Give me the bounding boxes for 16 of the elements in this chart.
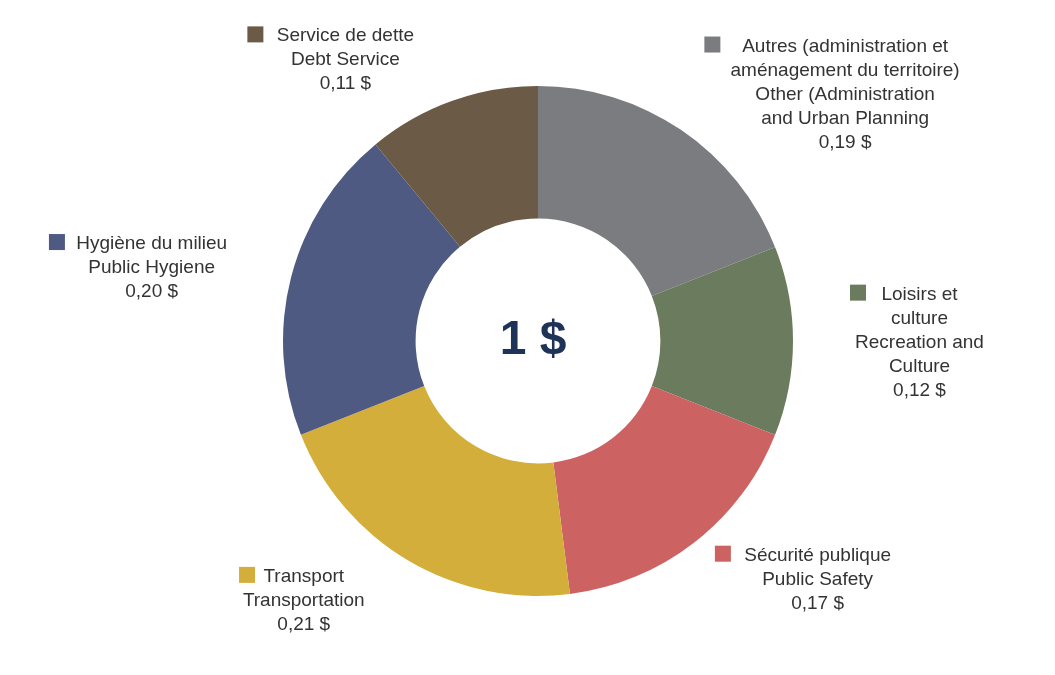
legend-label: Sécurité publique Public Safety bbox=[744, 543, 892, 589]
data-label: 0,11 $ bbox=[319, 72, 372, 94]
data-label: 0,17 $ bbox=[791, 591, 845, 613]
text: 1 $ bbox=[499, 311, 567, 364]
donut-slice bbox=[375, 86, 538, 247]
data-label: 0,12 $ bbox=[893, 378, 947, 400]
legend-label: Transport Transportation bbox=[242, 564, 365, 610]
donut-slice bbox=[651, 247, 793, 435]
data-label: 0,21 $ bbox=[277, 612, 331, 634]
data-label: 0,19 $ bbox=[818, 130, 872, 152]
legend-label: Service de dette Debt Service bbox=[276, 24, 415, 70]
legend-label: Hygiène du milieu Public Hygiene bbox=[76, 232, 228, 278]
data-label: 0,20 $ bbox=[125, 280, 179, 302]
legend-label: Autres (administration et aménagement du territoire) Other (Administration and Urban Planning bbox=[730, 34, 960, 128]
donut-slice bbox=[283, 144, 460, 435]
legend-label: Loisirs et culture Recreation and Culture bbox=[855, 282, 984, 376]
